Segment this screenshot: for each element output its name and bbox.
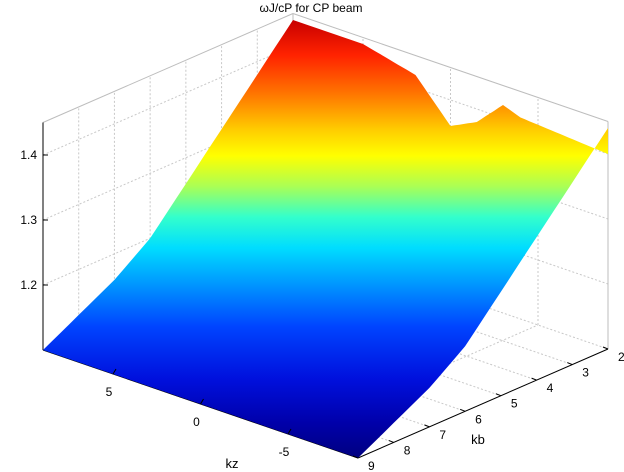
x-tick-label: -5 [279,445,290,459]
y-tick-label: 2 [618,350,624,364]
y-tick-label: 5 [511,397,518,411]
y-axis-line [357,348,609,459]
axis-frame-edge [292,13,609,122]
axis-frame-edge [42,13,294,123]
y-tick-label: 9 [368,459,375,472]
x-tick-mark [112,368,117,375]
y-tick-mark [495,393,502,397]
z-tick-label: 1.2 [20,278,37,292]
grid-line [257,256,573,366]
z-tick-label: 1.4 [20,148,37,162]
surface [43,20,608,458]
y-tick-mark [388,439,394,443]
x-tick-label: 0 [193,415,200,429]
grid-line [292,240,609,350]
y-tick-mark [352,455,359,459]
x-tick-mark [200,398,204,405]
y-axis-label: kb [471,432,485,447]
y-tick-mark [424,424,430,428]
grid-line [221,271,537,381]
y-tick-label: 4 [547,381,554,395]
y-tick-mark [602,346,609,350]
x-tick-label: 5 [106,385,113,399]
x-axis-label: kz [226,456,239,471]
ticks: 1.2 1.3 1.4 5 0 -5 2 3 4 5 6 7 8 9 [20,148,624,472]
y-tick-label: 8 [404,443,411,457]
x-tick-mark [287,428,292,435]
y-tick-mark [567,362,573,366]
y-tick-label: 7 [439,428,446,442]
chart-title: ωJ/cP for CP beam [260,1,363,15]
y-tick-mark [531,377,537,381]
y-tick-mark [459,408,466,412]
z-tick-label: 1.3 [20,213,37,227]
y-tick-label: 3 [582,366,589,380]
y-tick-label: 6 [475,412,482,426]
grid-line [185,287,502,397]
